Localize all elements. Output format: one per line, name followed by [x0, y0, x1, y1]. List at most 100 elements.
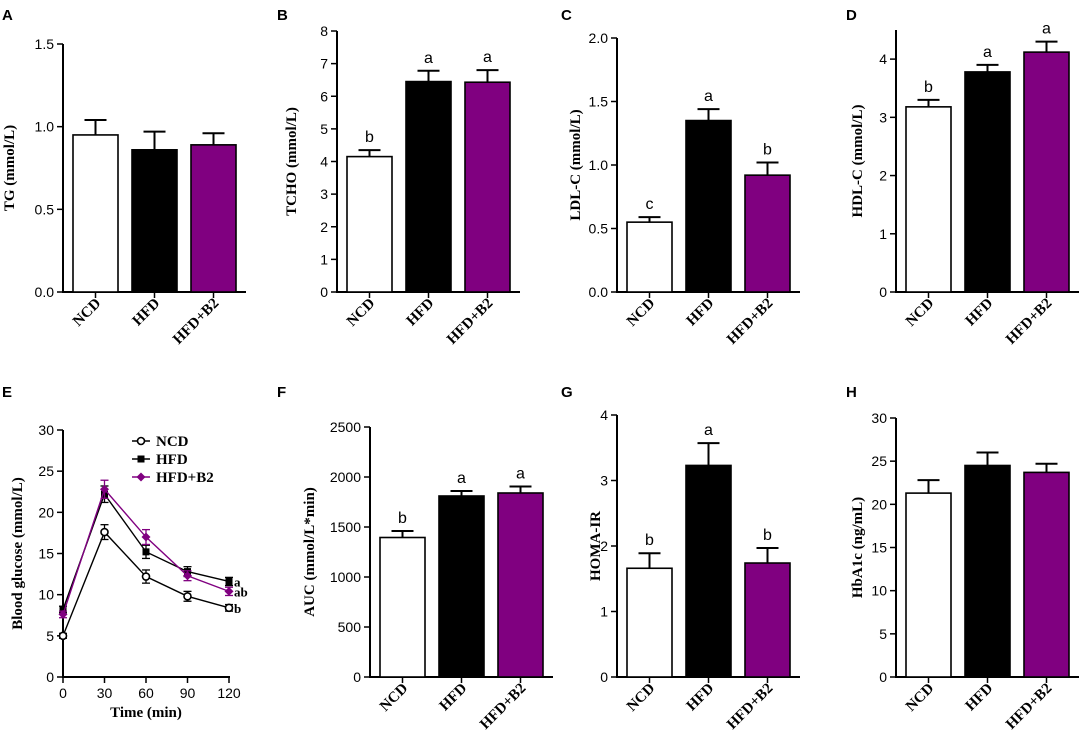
legend-label: NCD: [156, 434, 189, 450]
category-label: HFD: [684, 295, 718, 329]
data-point: [59, 605, 67, 613]
data-point: [183, 571, 192, 581]
data-point: [137, 455, 145, 463]
y-axis-label: Blood glucose (mmol/L): [10, 477, 26, 630]
category-label: HFD: [684, 680, 718, 714]
data-point: [58, 631, 68, 641]
y-tick-label: 1.0: [589, 157, 609, 173]
data-point: [136, 472, 146, 482]
y-tick-label: 20: [871, 496, 887, 512]
bar-hfd-b2: [1023, 51, 1070, 293]
bar-ncd: [626, 567, 673, 678]
data-point: [225, 577, 233, 585]
panel-letter: B: [277, 7, 288, 24]
data-point: [141, 532, 151, 542]
bar-hfd-b2: [497, 492, 544, 678]
panel-g: G 0 1 2 3 4 HOMA-IR NCD b HFD a HFD+B2 b: [561, 384, 800, 733]
bar-hfd: [964, 71, 1011, 293]
panel-letter: G: [561, 384, 573, 401]
category-label: HFD+B2: [477, 681, 529, 733]
category-label: HFD+B2: [724, 296, 776, 348]
y-tick-label: 0.5: [589, 221, 609, 237]
y-tick-label: 500: [338, 619, 362, 635]
y-tick-label: 2: [320, 219, 328, 235]
category-label: HFD+B2: [1003, 296, 1055, 348]
y-tick-label: 2.0: [589, 30, 609, 46]
data-point: [100, 484, 109, 494]
significance-letter: a: [983, 44, 992, 61]
panel-h: H 0 5 10 15 20 25 30 HbA1c (ng/mL) NCD HFD HFD+B2: [846, 384, 1079, 733]
bar-hfd: [964, 464, 1011, 678]
panel-letter: D: [846, 7, 857, 24]
y-tick-label: 3: [320, 186, 328, 202]
category-label: HFD+B2: [1003, 681, 1055, 733]
y-tick-label: 10: [871, 583, 887, 599]
panel-e: E 0 5 10 15 20 25 30 Blood glucose (mmol/L) 0 30 60…: [2, 384, 248, 721]
bar-hfd: [131, 149, 178, 293]
series-hfd-b2: ab: [58, 479, 248, 619]
significance-letter: b: [763, 527, 772, 544]
y-tick-label: 1.5: [35, 36, 55, 52]
y-tick-label: 10: [38, 587, 54, 603]
data-point: [58, 609, 68, 619]
y-axis-label: LDL-C (mmol/L): [568, 109, 584, 220]
bar-hfd-b2: [190, 144, 237, 293]
category-label: HFD+B2: [170, 296, 222, 348]
bar-ncd: [905, 106, 952, 293]
series-hfd: a: [59, 485, 241, 614]
legend: NCD HFD HFD+B2: [132, 434, 214, 486]
legend-label: HFD: [156, 452, 188, 468]
data-point: [142, 548, 150, 556]
y-tick-label: 5: [879, 626, 887, 642]
bar-hfd-b2: [1023, 471, 1070, 678]
y-axis-label: TCHO (mmol/L): [284, 107, 300, 216]
significance-letter: a: [704, 88, 713, 105]
bar-ncd: [72, 134, 119, 293]
x-tick-label: 90: [180, 685, 196, 701]
category-label: HFD+B2: [444, 296, 496, 348]
panel-letter: C: [561, 7, 572, 24]
data-point: [136, 436, 146, 446]
y-tick-label: 1: [320, 251, 328, 267]
x-tick-label: 60: [138, 685, 154, 701]
y-tick-label: 7: [320, 56, 328, 72]
bar-hfd: [405, 80, 452, 293]
bar-ncd: [379, 536, 426, 678]
panel-d: D 0 1 2 3 4 HDL-C (mmol/L) NCD b HFD a HFD+B2 a: [846, 7, 1079, 348]
legend-item: NCD: [132, 434, 189, 450]
bar-hfd: [438, 495, 485, 678]
series-end-letter: a: [234, 574, 241, 589]
y-tick-label: 2: [600, 538, 608, 554]
x-tick-label: 30: [97, 685, 113, 701]
series-end-letter: ab: [234, 584, 248, 599]
y-tick-label: 2000: [330, 469, 361, 485]
category-label: NCD: [903, 680, 937, 714]
bar-hfd-b2: [744, 562, 791, 678]
y-tick-label: 4: [600, 407, 608, 423]
y-tick-label: 6: [320, 88, 328, 104]
significance-letter: a: [1042, 21, 1051, 38]
panel-letter: F: [277, 384, 286, 401]
y-tick-label: 0: [879, 284, 887, 300]
category-label: NCD: [344, 295, 378, 329]
significance-letter: c: [646, 196, 654, 213]
y-tick-label: 15: [38, 546, 54, 562]
y-tick-label: 0.5: [35, 201, 55, 217]
legend-label: HFD+B2: [156, 470, 214, 486]
bar-ncd: [905, 492, 952, 678]
y-tick-label: 2500: [330, 419, 361, 435]
legend-item: HFD+B2: [132, 470, 214, 486]
y-tick-label: 1.0: [35, 119, 55, 135]
y-tick-label: 1.5: [589, 94, 609, 110]
x-tick-label: 0: [59, 685, 67, 701]
y-tick-label: 1000: [330, 569, 361, 585]
y-tick-label: 1: [600, 604, 608, 620]
panel-letter: E: [2, 384, 12, 401]
series-end-letter: b: [234, 601, 241, 616]
data-point: [224, 586, 234, 596]
significance-letter: a: [516, 466, 525, 483]
significance-letter: a: [483, 49, 492, 66]
y-tick-label: 25: [871, 453, 887, 469]
category-label: HFD: [404, 295, 438, 329]
